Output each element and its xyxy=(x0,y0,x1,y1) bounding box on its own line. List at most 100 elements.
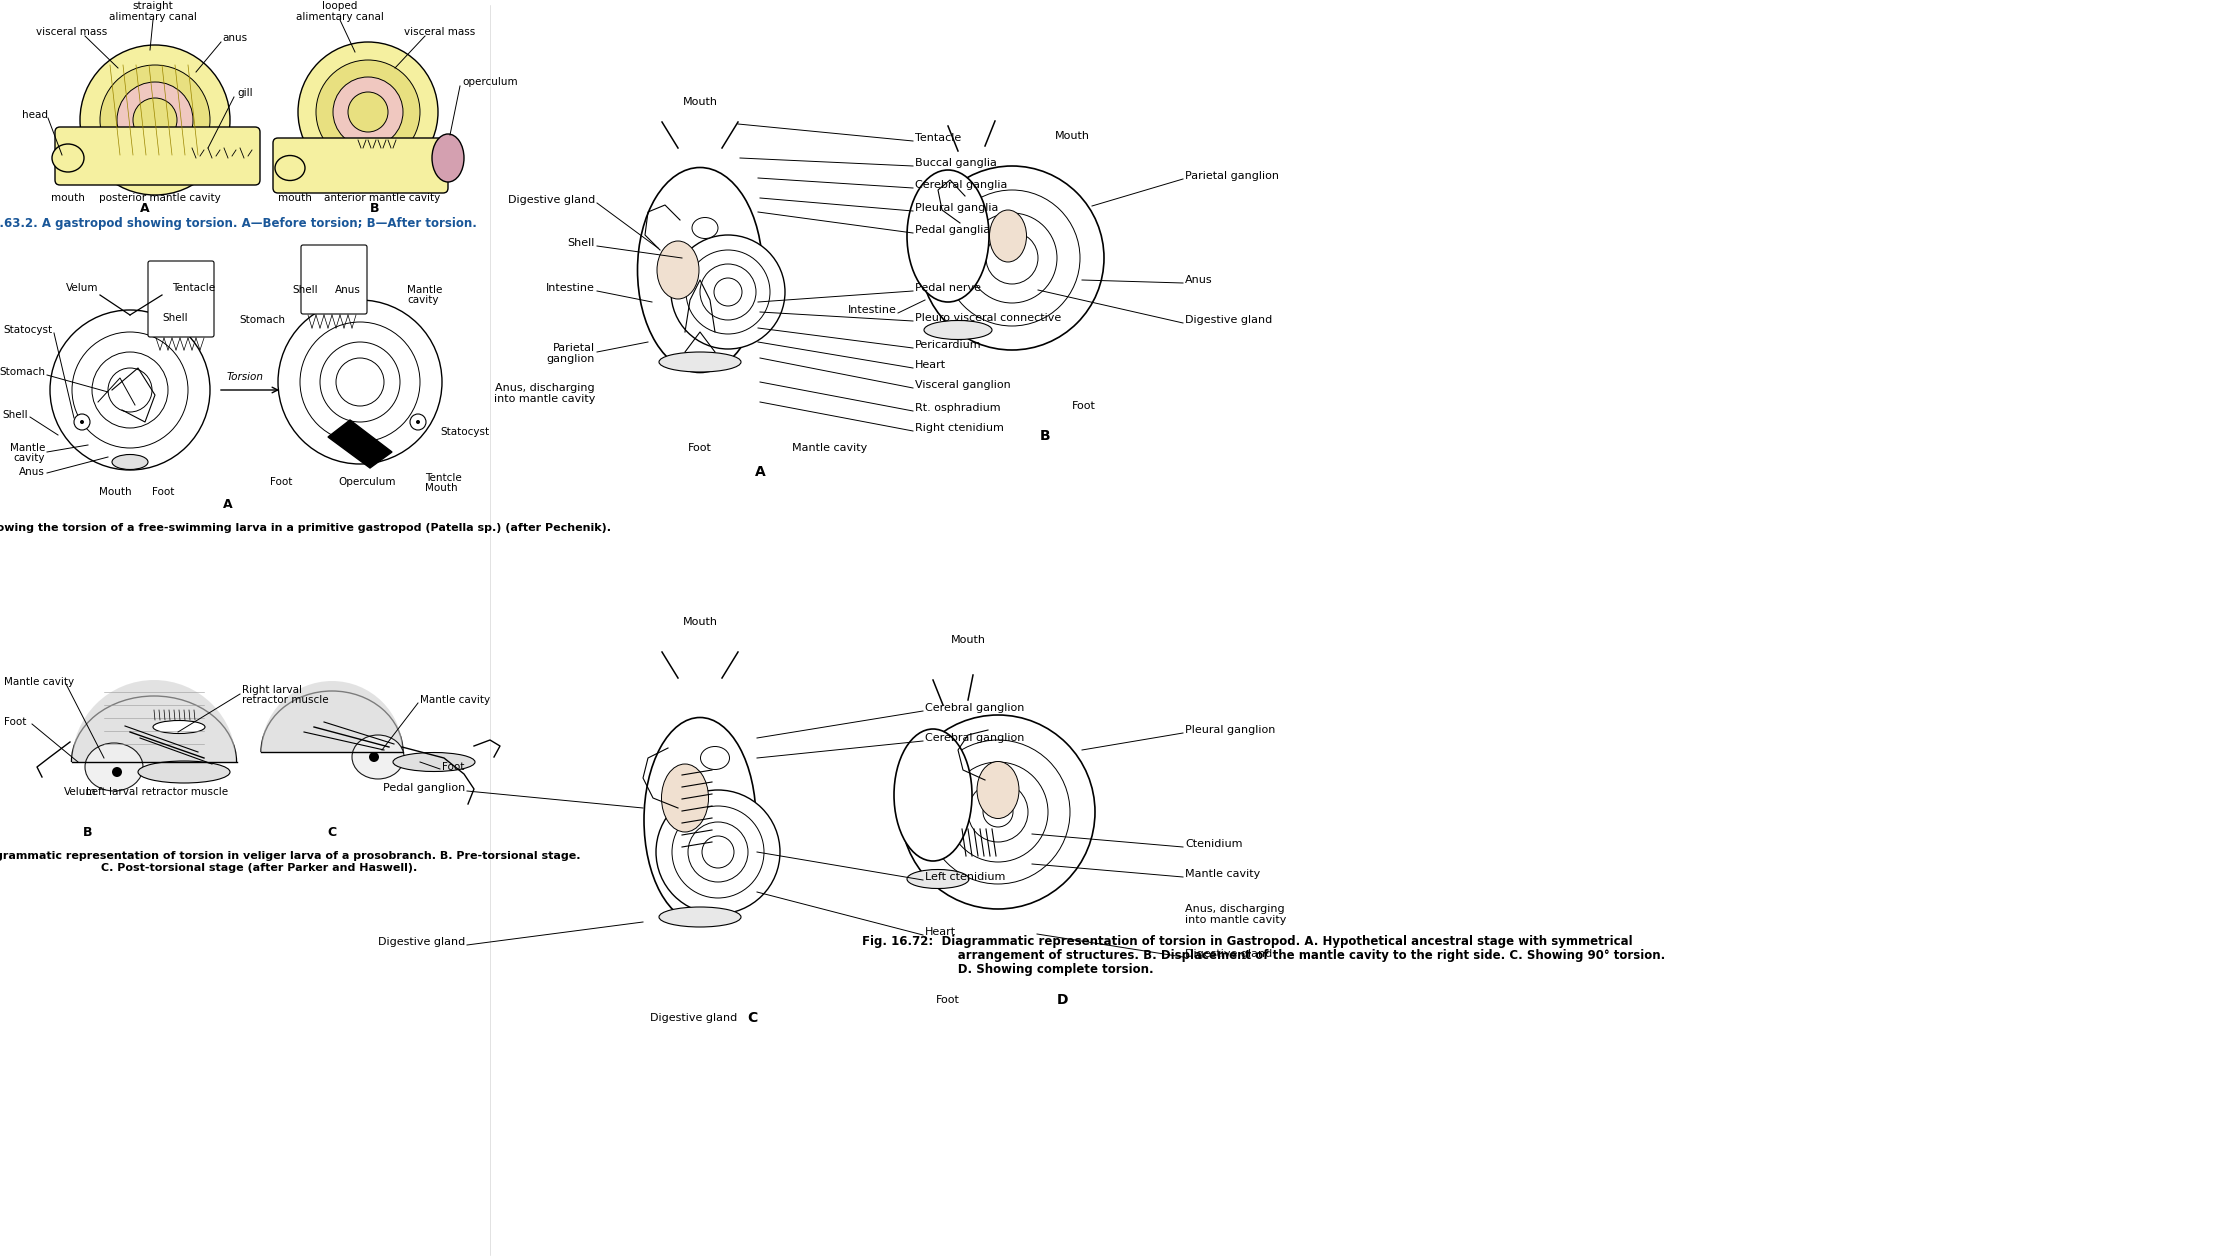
Text: Velum: Velum xyxy=(65,284,99,294)
Ellipse shape xyxy=(52,144,85,173)
Text: Right larval: Right larval xyxy=(242,685,302,696)
Circle shape xyxy=(336,358,383,406)
Text: Digestive gland: Digestive gland xyxy=(1185,315,1272,325)
Text: Velum: Velum xyxy=(63,788,96,798)
Text: B: B xyxy=(1039,428,1051,444)
Text: Shell: Shell xyxy=(2,410,27,420)
Circle shape xyxy=(900,714,1095,908)
Circle shape xyxy=(112,767,121,777)
Circle shape xyxy=(278,300,441,464)
Circle shape xyxy=(417,420,421,425)
Text: head: head xyxy=(22,110,47,120)
Text: Cerebral ganglion: Cerebral ganglion xyxy=(925,703,1024,713)
Text: Cerebral ganglia: Cerebral ganglia xyxy=(914,180,1008,190)
Text: Digestive gland: Digestive gland xyxy=(1185,949,1272,959)
Text: Foot: Foot xyxy=(269,478,291,488)
Text: Stomach: Stomach xyxy=(0,367,45,377)
Ellipse shape xyxy=(139,761,231,782)
FancyBboxPatch shape xyxy=(300,244,367,314)
Text: anterior mantle cavity: anterior mantle cavity xyxy=(325,193,439,203)
Ellipse shape xyxy=(659,352,741,372)
Text: Rt. osphradium: Rt. osphradium xyxy=(914,403,1001,413)
Text: Shell: Shell xyxy=(161,312,188,323)
Text: Mantle cavity: Mantle cavity xyxy=(4,677,74,687)
Text: Mouth: Mouth xyxy=(426,483,457,493)
Ellipse shape xyxy=(701,746,730,770)
Text: Pleural ganglia: Pleural ganglia xyxy=(914,203,999,213)
Text: B: B xyxy=(370,202,381,214)
Circle shape xyxy=(334,77,403,147)
Text: Mouth: Mouth xyxy=(99,488,132,496)
Text: looped: looped xyxy=(323,1,358,11)
Circle shape xyxy=(49,310,211,470)
Ellipse shape xyxy=(907,869,970,888)
Circle shape xyxy=(116,82,193,158)
Text: into mantle cavity: into mantle cavity xyxy=(493,394,596,404)
Text: mouth: mouth xyxy=(278,193,311,203)
Text: Left ctenidium: Left ctenidium xyxy=(925,872,1006,882)
Text: Mouth: Mouth xyxy=(683,97,717,107)
Text: visceral mass: visceral mass xyxy=(405,26,475,37)
Text: Mantle: Mantle xyxy=(408,285,441,295)
Text: D: D xyxy=(1057,993,1068,1007)
Ellipse shape xyxy=(894,730,972,861)
Ellipse shape xyxy=(432,134,464,181)
Text: Tentacle: Tentacle xyxy=(172,284,215,294)
Text: Mantle cavity: Mantle cavity xyxy=(1185,869,1261,879)
Text: Heart: Heart xyxy=(914,360,945,370)
Text: Shell: Shell xyxy=(291,285,318,295)
Text: Foot: Foot xyxy=(152,488,175,496)
Text: Foot: Foot xyxy=(688,444,712,454)
Circle shape xyxy=(685,249,771,334)
Text: Mantle: Mantle xyxy=(9,444,45,454)
Circle shape xyxy=(701,835,735,868)
Ellipse shape xyxy=(152,721,206,733)
Text: Fig. 16.71A:   Figures showing the torsion of a free-swimming larva in a primiti: Fig. 16.71A: Figures showing the torsion… xyxy=(0,523,612,533)
Text: mouth: mouth xyxy=(52,193,85,203)
Text: Fig. 16.71B, C:  Diagrammatic representation of torsion in veliger larva of a pr: Fig. 16.71B, C: Diagrammatic representat… xyxy=(0,850,580,861)
Ellipse shape xyxy=(659,907,741,927)
Text: Anus: Anus xyxy=(20,467,45,478)
Text: Tentacle: Tentacle xyxy=(914,134,961,142)
Text: A: A xyxy=(224,499,233,512)
Circle shape xyxy=(132,98,177,142)
Circle shape xyxy=(316,60,421,164)
Text: anus: anus xyxy=(222,33,246,43)
Text: posterior mantle cavity: posterior mantle cavity xyxy=(99,193,222,203)
Text: Mouth: Mouth xyxy=(683,617,717,627)
Circle shape xyxy=(298,42,439,181)
Text: Pedal nerve: Pedal nerve xyxy=(914,284,981,294)
Text: Mantle cavity: Mantle cavity xyxy=(793,444,867,454)
Text: Statocyst: Statocyst xyxy=(439,427,488,437)
Circle shape xyxy=(688,822,748,882)
Ellipse shape xyxy=(645,717,755,922)
FancyBboxPatch shape xyxy=(56,127,260,185)
Text: alimentary canal: alimentary canal xyxy=(296,13,383,21)
Text: Statocyst: Statocyst xyxy=(2,325,52,335)
Text: straight: straight xyxy=(132,1,172,11)
Text: Foot: Foot xyxy=(4,717,27,727)
Text: Parietal: Parietal xyxy=(553,343,596,353)
Text: Fig. 16.72:  Diagrammatic representation of torsion in Gastropod. A. Hypothetica: Fig. 16.72: Diagrammatic representation … xyxy=(862,935,1633,949)
Text: Ctenidium: Ctenidium xyxy=(1185,839,1243,849)
Text: arrangement of structures. B. Displacement of the mantle cavity to the right sid: arrangement of structures. B. Displaceme… xyxy=(900,950,1664,963)
Ellipse shape xyxy=(661,764,708,832)
Text: Stomach: Stomach xyxy=(240,315,284,325)
Text: Digestive gland: Digestive gland xyxy=(650,1013,737,1023)
Text: Anus: Anus xyxy=(336,285,361,295)
Ellipse shape xyxy=(85,743,143,791)
Circle shape xyxy=(656,790,780,914)
Ellipse shape xyxy=(977,761,1019,819)
Ellipse shape xyxy=(907,170,990,302)
Circle shape xyxy=(986,232,1037,284)
Polygon shape xyxy=(327,420,392,467)
Text: Foot: Foot xyxy=(1073,401,1095,411)
FancyBboxPatch shape xyxy=(148,261,215,336)
Ellipse shape xyxy=(112,455,148,470)
Circle shape xyxy=(968,782,1028,842)
Ellipse shape xyxy=(923,320,992,339)
Text: C: C xyxy=(327,825,336,838)
Circle shape xyxy=(320,341,401,422)
Circle shape xyxy=(672,806,764,898)
Ellipse shape xyxy=(352,735,403,779)
